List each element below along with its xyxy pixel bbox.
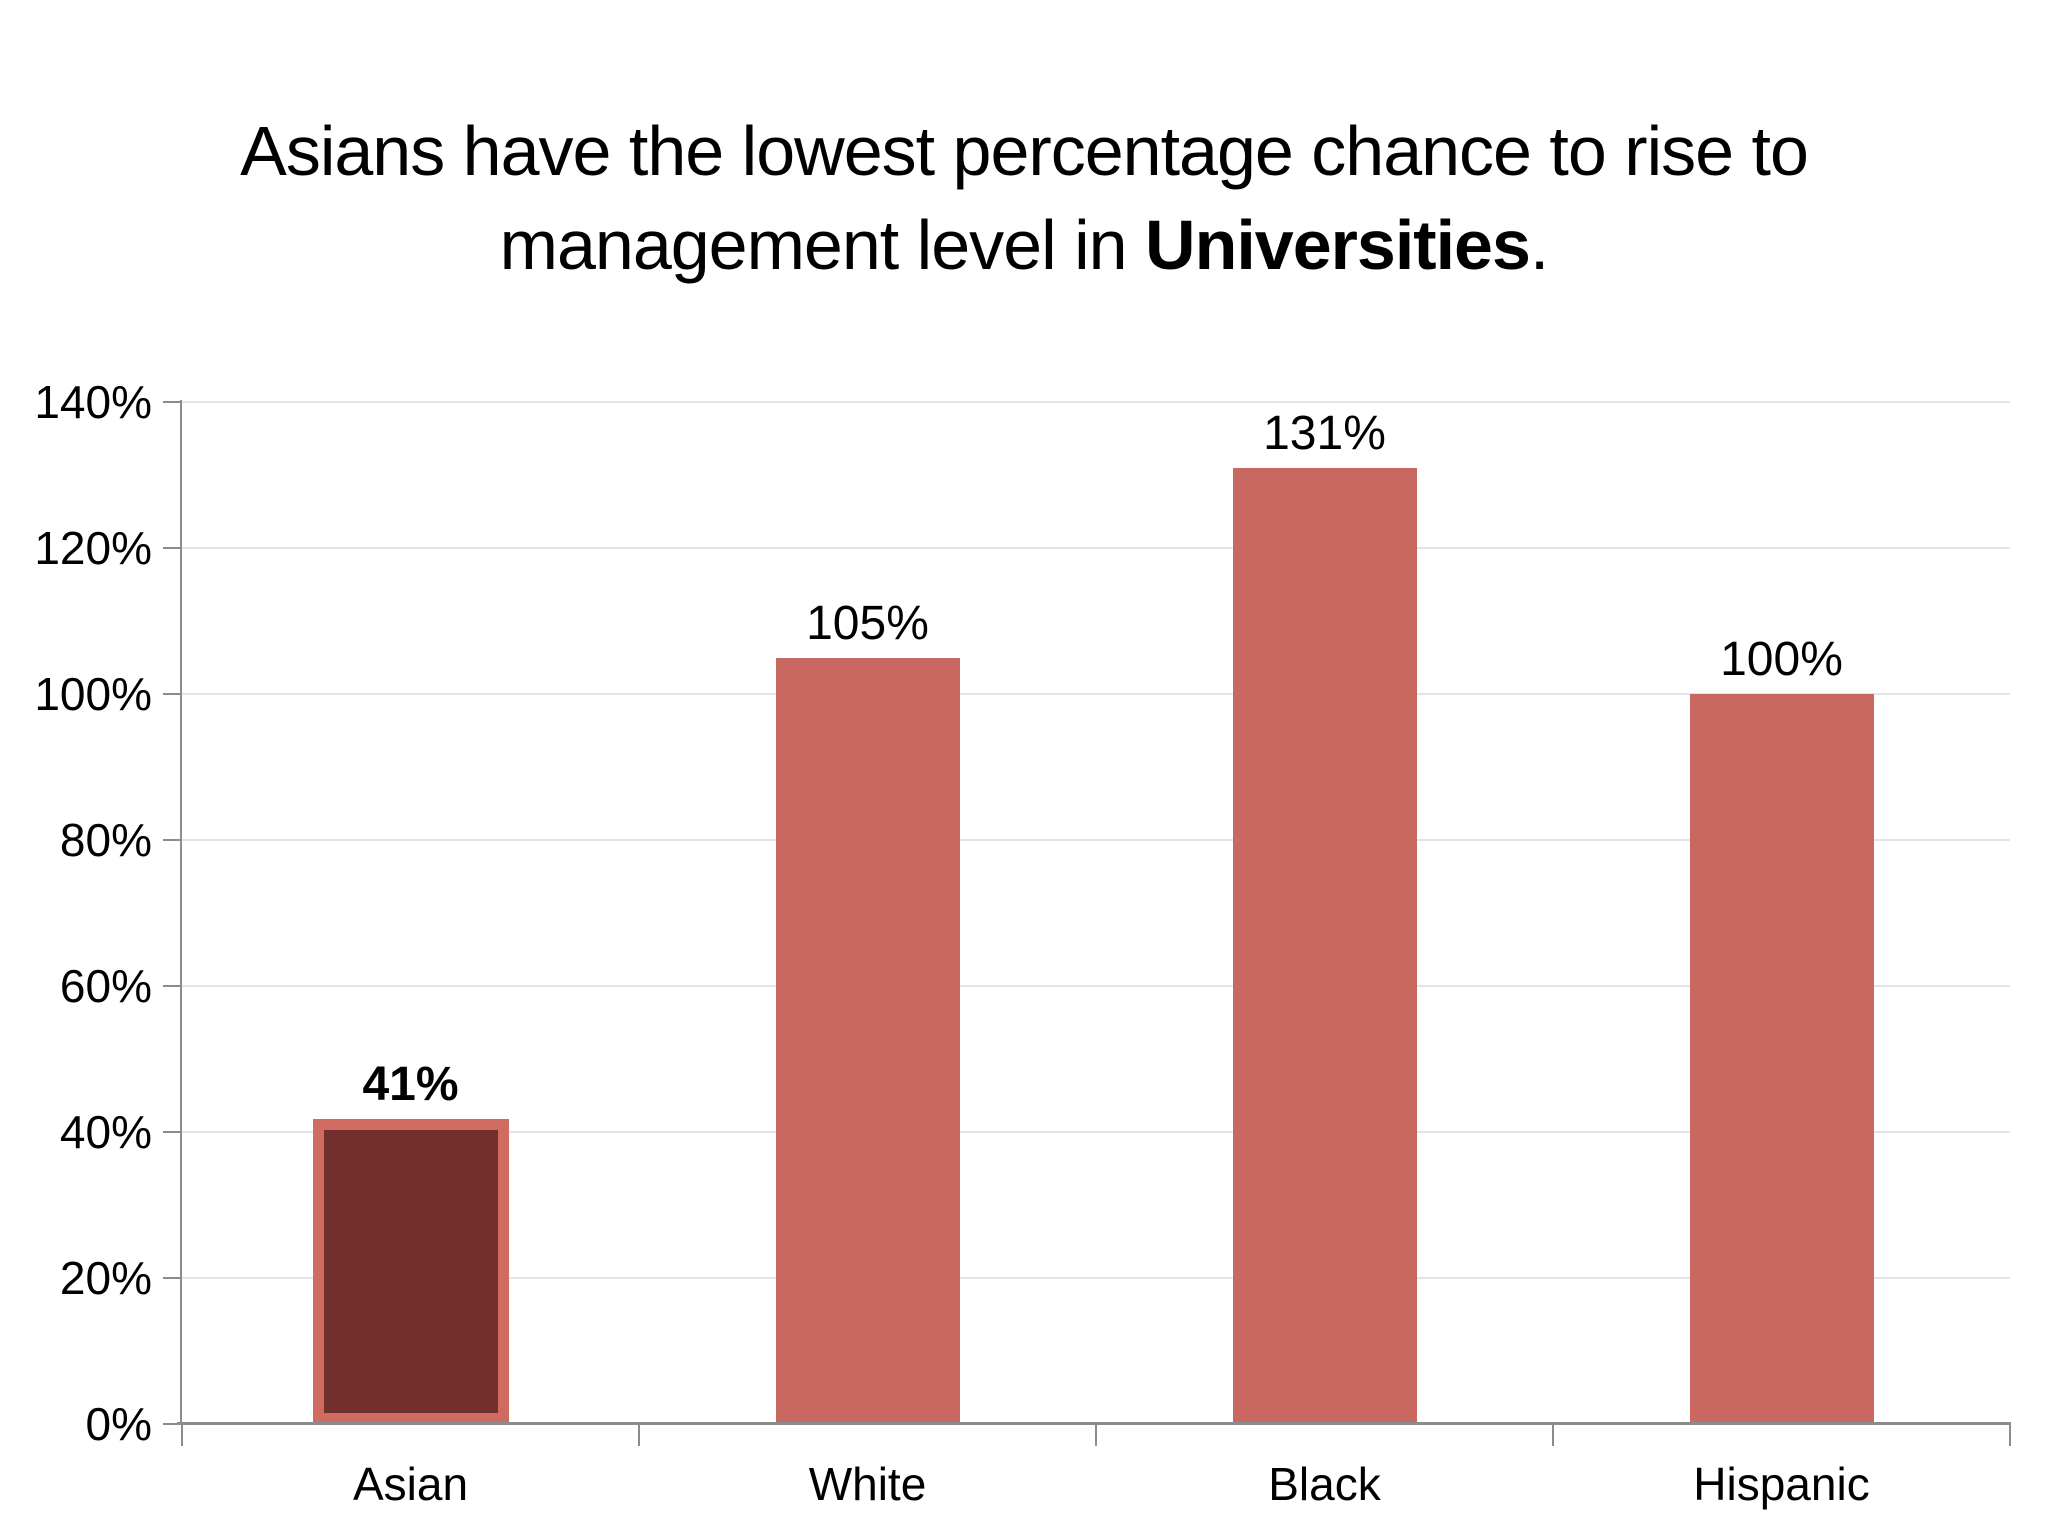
bar-value-label-hispanic: 100%: [1720, 633, 1843, 686]
y-axis-label-80: 80%: [59, 814, 152, 866]
gridline-120: [182, 547, 2010, 549]
bar-asian: [312, 1118, 509, 1424]
chart-title-line2: management level in Universities.: [499, 206, 1550, 284]
y-tick-120: [163, 547, 182, 549]
y-axis-label-140: 140%: [34, 376, 152, 428]
y-axis-label-60: 60%: [59, 960, 152, 1012]
x-boundary-tick-0: [181, 1424, 183, 1446]
y-tick-80: [163, 839, 182, 841]
y-tick-100: [163, 693, 182, 695]
chart-title-line2-period: .: [1529, 206, 1549, 284]
gridline-20: [182, 1277, 2010, 1279]
chart-title-line1: Asians have the lowest percentage chance…: [240, 112, 1809, 190]
chart-title-line2-bold: Universities: [1145, 206, 1531, 284]
y-axis-label-100: 100%: [34, 668, 152, 720]
bar-hispanic: [1689, 694, 1874, 1424]
x-category-label-hispanic: Hispanic: [1693, 1458, 1870, 1510]
x-boundary-tick-4: [2009, 1424, 2011, 1446]
y-axis-label-40: 40%: [59, 1106, 152, 1158]
gridline-140: [182, 401, 2010, 403]
bar-black: [1232, 467, 1417, 1424]
x-category-label-asian: Asian: [352, 1458, 469, 1510]
gridline-40: [182, 1131, 2010, 1133]
x-boundary-tick-3: [1552, 1424, 1554, 1446]
bar-white: [775, 657, 960, 1424]
bar-value-label-asian: 41%: [362, 1057, 459, 1111]
bar-value-label-white: 105%: [806, 596, 929, 650]
x-boundary-tick-2: [1095, 1424, 1097, 1446]
x-boundary-tick-1: [638, 1424, 640, 1446]
chart-title: Asians have the lowest percentage chance…: [0, 104, 2048, 292]
y-tick-20: [163, 1277, 182, 1279]
x-category-label-black: Black: [1268, 1458, 1381, 1510]
x-category-label-white: White: [808, 1458, 927, 1510]
y-tick-140: [163, 401, 182, 403]
y-axis-label-20: 20%: [59, 1252, 152, 1304]
y-axis-label-0: 0%: [85, 1398, 152, 1450]
gridline-80: [182, 839, 2010, 841]
y-tick-0: [163, 1423, 182, 1425]
bar-value-label-black: 131%: [1263, 406, 1386, 460]
x-axis-line: [177, 1422, 2011, 1425]
gridline-60: [182, 985, 2010, 987]
y-tick-40: [163, 1131, 182, 1133]
y-axis-line: [180, 400, 182, 1424]
y-axis-label-120: 120%: [34, 522, 152, 574]
y-tick-60: [163, 985, 182, 987]
gridline-100: [182, 693, 2010, 695]
chart-title-line2-text: management level in: [499, 206, 1146, 284]
